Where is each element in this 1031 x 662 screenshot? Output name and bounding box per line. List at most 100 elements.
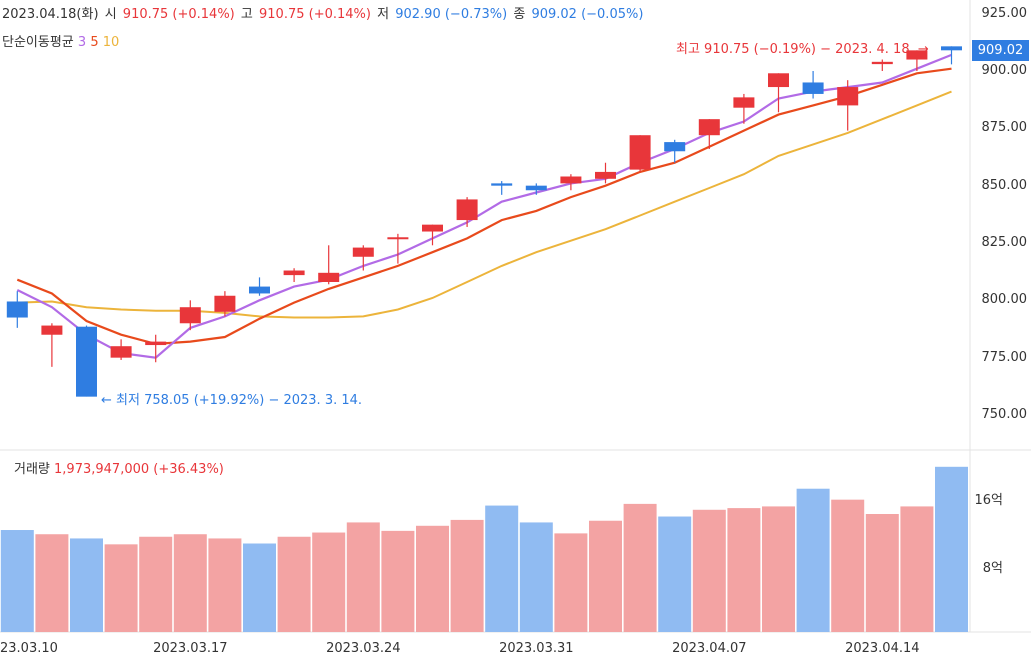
close-value: 909.02 (−0.05%) bbox=[531, 7, 644, 22]
arrow-left-icon: ← bbox=[101, 393, 117, 408]
candle-body bbox=[387, 237, 409, 240]
volume-bar bbox=[796, 488, 830, 632]
candle-body bbox=[525, 185, 547, 191]
arrow-right-icon: → bbox=[917, 42, 929, 57]
ohlc-header: 2023.04.18(화) 시 910.75 (+0.14%) 고 910.75… bbox=[2, 3, 645, 22]
volume-bar bbox=[865, 514, 899, 632]
high-annotation: 최고 910.75 (−0.19%) − 2023. 4. 18. → bbox=[676, 38, 929, 57]
candle-body bbox=[560, 176, 582, 184]
candle-body bbox=[6, 301, 28, 318]
volume-bar bbox=[35, 534, 69, 632]
candle-body bbox=[941, 46, 962, 51]
current-price-badge: 909.02 bbox=[972, 40, 1029, 61]
volume-bar bbox=[589, 520, 622, 632]
volume-tick-label: 8억 bbox=[982, 560, 1003, 576]
candle-body bbox=[318, 272, 340, 282]
ma10-line bbox=[17, 90, 952, 319]
candle-body bbox=[733, 97, 755, 108]
volume-bar bbox=[935, 466, 968, 632]
open-value: 910.75 (+0.14%) bbox=[122, 7, 235, 22]
y-tick-label: 800.00 bbox=[981, 292, 1028, 308]
volume-bar bbox=[243, 543, 276, 632]
volume-bar bbox=[416, 525, 449, 632]
candle-body bbox=[179, 307, 201, 324]
volume-bar bbox=[762, 506, 795, 632]
high-value: 910.75 (+0.14%) bbox=[259, 7, 371, 22]
candle-body bbox=[871, 61, 893, 65]
candle-body bbox=[768, 73, 789, 88]
y-tick-label: 925.00 bbox=[981, 5, 1028, 21]
ma-legend: 단순이동평균 3 5 10 bbox=[2, 31, 119, 50]
x-tick-label: 2023.03.17 bbox=[153, 641, 228, 656]
volume-tick-label: 16억 bbox=[974, 493, 1003, 509]
ma5-line bbox=[16, 67, 952, 346]
candle-body bbox=[456, 199, 478, 221]
low-annotation-text: 최저 758.05 (+19.92%) − 2023. 3. 14. bbox=[116, 393, 363, 408]
volume-bar bbox=[900, 506, 934, 632]
y-tick-label: 875.00 bbox=[981, 120, 1028, 136]
candle-body bbox=[837, 87, 859, 106]
high-annotation-text: 최고 910.75 (−0.19%) − 2023. 4. 18. bbox=[676, 42, 914, 57]
x-tick-label: 2023.04.07 bbox=[672, 641, 747, 656]
volume-bar bbox=[831, 499, 865, 632]
candle-body bbox=[698, 119, 720, 136]
volume-legend: 거래량 1,973,947,000 (+36.43%) bbox=[14, 458, 224, 477]
volume-bar bbox=[277, 536, 311, 632]
y-tick-label: 775.00 bbox=[981, 349, 1028, 365]
volume-legend-value: 1,973,947,000 (+36.43%) bbox=[54, 462, 224, 477]
ma-legend-label: 단순이동평균 bbox=[2, 35, 74, 50]
y-tick-label: 900.00 bbox=[981, 63, 1028, 78]
x-tick-label: 2023.04.14 bbox=[845, 641, 920, 656]
candle-body bbox=[629, 135, 651, 170]
volume-bar bbox=[139, 536, 173, 632]
volume-bar bbox=[346, 522, 380, 632]
volume-bar bbox=[485, 505, 519, 632]
candle-body bbox=[41, 325, 63, 335]
close-label: 종 bbox=[513, 7, 526, 22]
volume-legend-label: 거래량 bbox=[14, 462, 50, 477]
x-tick-label: 2023.03.31 bbox=[499, 641, 574, 656]
volume-bar bbox=[208, 538, 242, 632]
candle-body bbox=[802, 82, 824, 94]
volume-bar bbox=[727, 508, 761, 632]
volume-bar bbox=[312, 532, 346, 632]
volume-bar bbox=[381, 530, 415, 632]
y-tick-label: 850.00 bbox=[981, 177, 1028, 193]
volume-bar bbox=[104, 544, 138, 632]
candle-body bbox=[76, 326, 97, 397]
candle-body bbox=[214, 295, 236, 312]
volume-bar bbox=[0, 530, 34, 632]
high-label: 고 bbox=[240, 7, 253, 22]
volume-bar bbox=[658, 516, 692, 632]
low-label: 저 bbox=[377, 7, 390, 22]
x-tick-label: 2023.03.24 bbox=[326, 641, 401, 656]
volume-bar bbox=[519, 522, 553, 632]
candle-body bbox=[664, 142, 686, 152]
ma3-line bbox=[16, 53, 952, 359]
ma10-legend: 10 bbox=[102, 35, 120, 50]
volume-bar bbox=[623, 503, 657, 632]
volume-bar bbox=[450, 519, 484, 632]
candle-body bbox=[352, 247, 374, 257]
volume-bar bbox=[692, 509, 726, 632]
candle-body bbox=[110, 346, 132, 358]
header-date: 2023.04.18(화) bbox=[2, 7, 99, 22]
candle-body bbox=[491, 183, 513, 186]
ma5-legend: 5 bbox=[90, 35, 99, 50]
candle-body bbox=[145, 341, 167, 346]
volume-bar bbox=[173, 534, 207, 632]
volume-bar bbox=[554, 533, 588, 632]
x-tick-label: 23.03.10 bbox=[0, 641, 58, 656]
candle-body bbox=[595, 171, 616, 179]
candle-body bbox=[249, 286, 270, 294]
y-tick-label: 750.00 bbox=[981, 407, 1028, 422]
open-label: 시 bbox=[104, 7, 117, 22]
low-annotation: ← 최저 758.05 (+19.92%) − 2023. 3. 14. bbox=[101, 389, 362, 408]
low-value: 902.90 (−0.73%) bbox=[395, 7, 508, 22]
candle-body bbox=[422, 224, 443, 232]
y-tick-label: 825.00 bbox=[981, 235, 1028, 250]
candle-body bbox=[906, 50, 928, 60]
candle-body bbox=[283, 270, 305, 276]
volume-bar bbox=[70, 538, 103, 632]
